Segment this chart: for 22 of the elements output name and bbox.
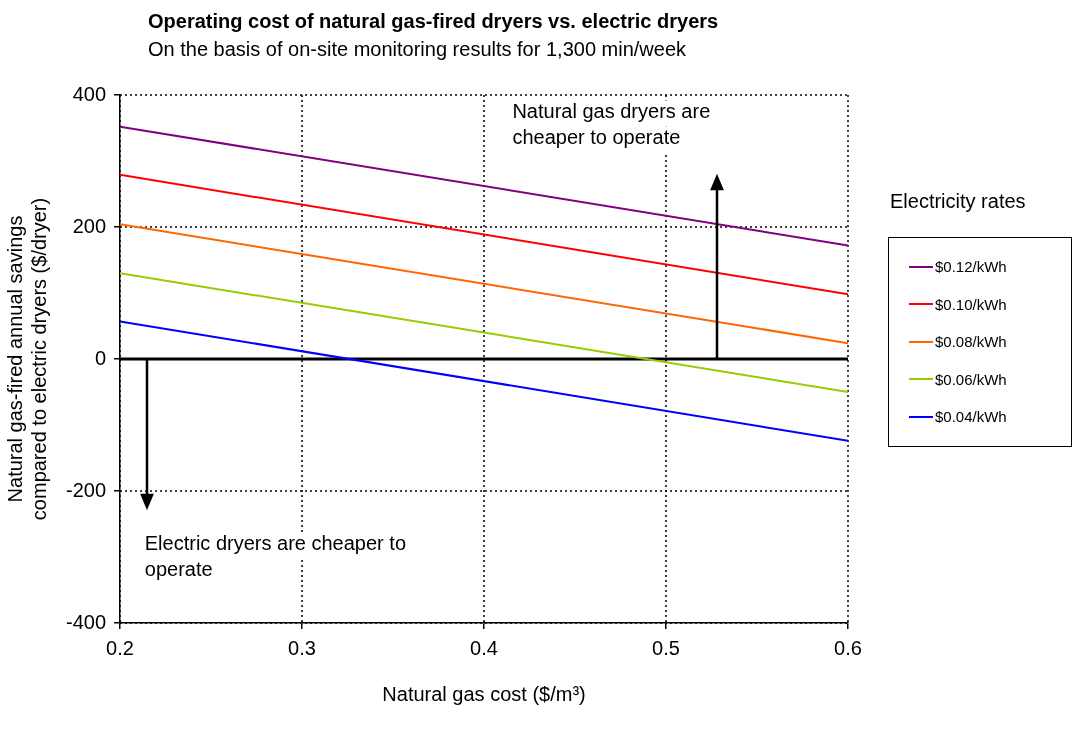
legend-title: Electricity rates: [890, 190, 1027, 213]
annotation: Electric dryers are cheaper to operate: [144, 531, 407, 580]
legend-label: $0.08/kWh: [935, 333, 1007, 351]
y-tick-label: 400: [72, 82, 107, 105]
x-tick-label: 0.5: [652, 636, 680, 659]
legend-label: $0.04/kWh: [935, 408, 1007, 426]
y-tick-label: 200: [72, 214, 107, 237]
legend-label: $0.10/kWh: [935, 295, 1007, 313]
x-tick-label: 0.2: [106, 636, 134, 659]
x-tick-label: 0.3: [288, 636, 316, 659]
x-tick-label: 0.4: [470, 636, 498, 659]
x-tick-label: 0.6: [834, 636, 862, 659]
y-tick-label: -400: [66, 610, 107, 633]
legend-label: $0.12/kWh: [935, 258, 1007, 276]
y-tick-label: -200: [66, 478, 107, 501]
legend-label: $0.06/kWh: [935, 370, 1007, 388]
chart-subtitle: On the basis of on-site monitoring results for 1,300 min/week: [148, 38, 687, 61]
x-axis-title: Natural gas cost ($/m³): [382, 682, 586, 705]
y-tick-label: 0: [94, 346, 107, 369]
chart-title: Operating cost of natural gas-fired dryers vs. electric dryers: [148, 10, 719, 33]
annotation: Natural gas dryers are cheaper to operate: [512, 99, 711, 148]
y-axis-title: Natural gas-fired annual savings compared to electric dryers ($/dryer): [3, 197, 50, 521]
